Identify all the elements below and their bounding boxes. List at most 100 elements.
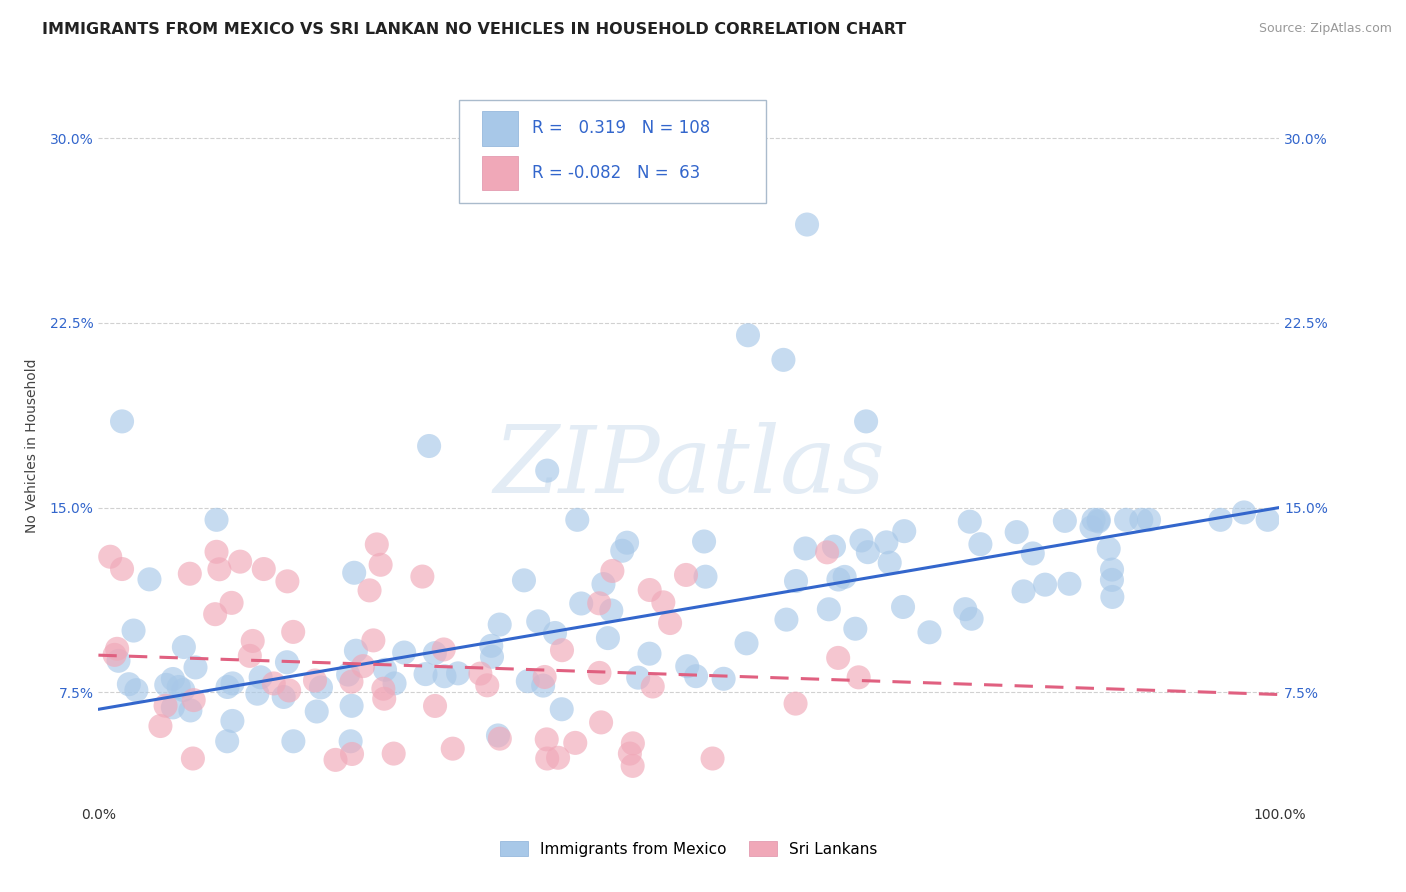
Point [533, 670, 555, 684]
Point [488, 731, 510, 746]
Point [217, 734, 239, 748]
Point [591, 715, 613, 730]
Point [600, 603, 623, 617]
FancyBboxPatch shape [458, 100, 766, 203]
Point [162, 700, 184, 714]
Point [325, 753, 347, 767]
Point [221, 676, 243, 690]
Point [373, 691, 395, 706]
Point [1087, 513, 1109, 527]
Point [536, 751, 558, 765]
Point [273, 690, 295, 704]
Point [305, 705, 328, 719]
Point [1080, 520, 1102, 534]
Point [183, 693, 205, 707]
Point [481, 649, 503, 664]
Text: Source: ZipAtlas.com: Source: ZipAtlas.com [1258, 22, 1392, 36]
Point [551, 643, 574, 657]
Point [659, 615, 682, 630]
Point [1087, 514, 1109, 528]
Point [488, 617, 510, 632]
Point [955, 602, 977, 616]
Point [415, 667, 437, 681]
Point [621, 759, 644, 773]
Point [283, 624, 305, 639]
Point [960, 612, 983, 626]
Point [149, 719, 172, 733]
Point [104, 648, 127, 662]
Point [105, 641, 128, 656]
Text: ZIPatlas: ZIPatlas [494, 423, 884, 512]
Text: R =   0.319   N = 108: R = 0.319 N = 108 [531, 120, 710, 137]
Point [179, 566, 201, 581]
Point [675, 568, 697, 582]
Point [433, 642, 456, 657]
Point [374, 663, 396, 677]
Point [823, 540, 845, 554]
Point [713, 672, 735, 686]
Point [815, 545, 838, 559]
Point [531, 679, 554, 693]
Point [702, 751, 724, 765]
Point [340, 698, 363, 713]
Point [204, 607, 226, 622]
Point [217, 680, 239, 694]
Point [959, 515, 981, 529]
Point [205, 545, 228, 559]
Point [834, 570, 856, 584]
Point [695, 570, 717, 584]
Point [423, 698, 446, 713]
Point [848, 670, 870, 684]
Point [564, 736, 586, 750]
Point [283, 734, 305, 748]
Point [125, 683, 148, 698]
Point [817, 602, 839, 616]
Point [359, 583, 381, 598]
Point [411, 569, 433, 583]
Point [1101, 573, 1123, 587]
Point [602, 564, 624, 578]
Point [536, 732, 558, 747]
Bar [482, 112, 517, 145]
Point [735, 636, 758, 650]
Point [612, 543, 634, 558]
Point [184, 660, 207, 674]
Point [856, 545, 879, 559]
Point [827, 573, 849, 587]
Point [304, 673, 326, 688]
Point [486, 729, 509, 743]
Point [107, 654, 129, 668]
Point [111, 414, 134, 428]
Point [155, 698, 177, 713]
Point [384, 676, 406, 690]
Point [344, 644, 367, 658]
Point [879, 556, 901, 570]
Point [392, 646, 415, 660]
Point [122, 624, 145, 638]
Point [785, 574, 807, 588]
Point [246, 687, 269, 701]
Point [249, 670, 271, 684]
Point [118, 677, 141, 691]
Point [382, 747, 405, 761]
Point [352, 659, 374, 673]
Point [181, 751, 204, 765]
Point [343, 566, 366, 580]
Point [1101, 563, 1123, 577]
Point [513, 574, 536, 588]
Point [276, 655, 298, 669]
Point [969, 537, 991, 551]
Point [1130, 513, 1153, 527]
Point [155, 678, 177, 692]
Point [638, 582, 661, 597]
Point [242, 634, 264, 648]
Point [1233, 505, 1256, 519]
Point [278, 683, 301, 698]
Point [544, 626, 567, 640]
Point [785, 697, 807, 711]
Point [588, 665, 610, 680]
Point [676, 659, 699, 673]
Point [447, 666, 470, 681]
Point [433, 669, 456, 683]
Point [616, 535, 638, 549]
